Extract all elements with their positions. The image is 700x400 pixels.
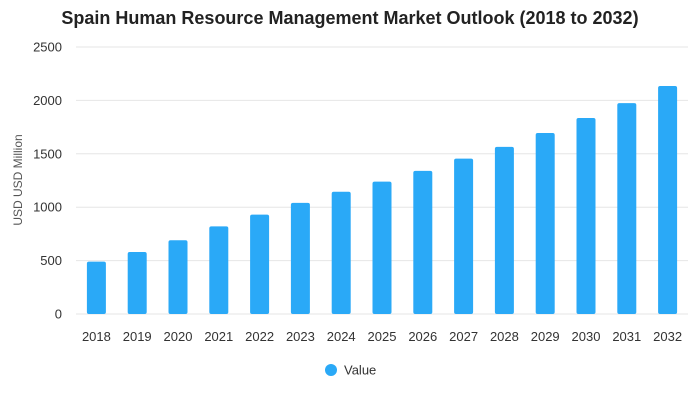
x-tick-label: 2029 [531, 329, 560, 344]
bar-2030[interactable] [576, 118, 596, 314]
y-tick-label: 0 [55, 307, 62, 322]
legend[interactable]: Value [325, 363, 376, 378]
y-tick-label: 500 [40, 253, 62, 268]
x-tick-label: 2030 [572, 329, 601, 344]
legend-swatch-value [325, 364, 337, 376]
bar-2023[interactable] [290, 202, 310, 314]
x-tick-label: 2023 [286, 329, 315, 344]
x-tick-label: 2020 [164, 329, 193, 344]
bar-2024[interactable] [331, 191, 351, 314]
bar-2032[interactable] [658, 85, 678, 315]
x-tick-label: 2032 [653, 329, 682, 344]
x-tick-label: 2026 [408, 329, 437, 344]
bar-2029[interactable] [535, 132, 555, 314]
y-tick-label: 2000 [33, 93, 62, 108]
y-axis-ticks: 0 500 1000 1500 2000 2500 [33, 40, 62, 322]
bar-2025[interactable] [372, 181, 392, 314]
bar-2031[interactable] [617, 103, 637, 314]
x-tick-label: 2022 [245, 329, 274, 344]
legend-label-value: Value [344, 363, 376, 378]
bar-2022[interactable] [250, 214, 270, 314]
x-tick-label: 2019 [123, 329, 152, 344]
bars [86, 85, 678, 315]
x-axis-ticks: 2018 2019 2020 2021 2022 2023 2024 2025 2026 2027… [82, 329, 682, 344]
bar-2027[interactable] [454, 158, 474, 314]
y-tick-label: 1500 [33, 146, 62, 161]
bar-2020[interactable] [168, 240, 188, 314]
chart-title: Spain Human Resource Management Market O… [61, 8, 639, 28]
bar-2021[interactable] [209, 226, 229, 314]
x-tick-label: 2018 [82, 329, 111, 344]
x-tick-label: 2027 [449, 329, 478, 344]
x-tick-label: 2028 [490, 329, 519, 344]
bar-2026[interactable] [413, 170, 433, 314]
x-tick-label: 2031 [612, 329, 641, 344]
x-tick-label: 2021 [204, 329, 233, 344]
y-tick-label: 1000 [33, 200, 62, 215]
x-tick-label: 2024 [327, 329, 356, 344]
bar-2028[interactable] [494, 146, 514, 314]
bar-2018[interactable] [86, 261, 106, 314]
x-tick-label: 2025 [368, 329, 397, 344]
bar-2019[interactable] [127, 252, 147, 314]
y-tick-label: 2500 [33, 40, 62, 55]
y-axis-title: USD USD Million [11, 134, 25, 225]
